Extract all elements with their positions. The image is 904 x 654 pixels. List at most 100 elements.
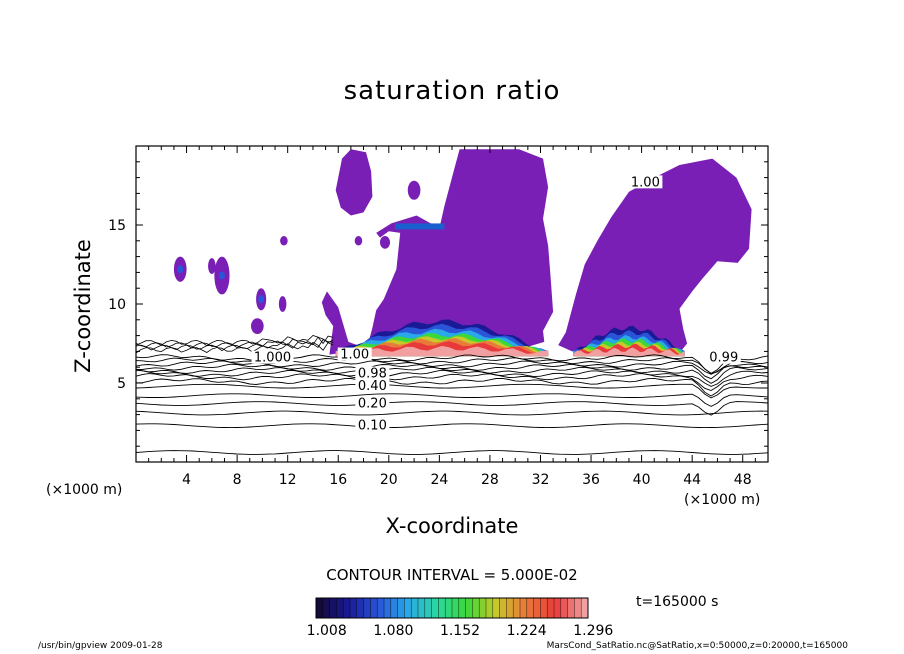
colorbar-segment [547,598,555,618]
colorbar-tick-label: 1.224 [507,623,547,639]
colorbar-tick-label: 1.152 [440,623,480,639]
colorbar-segment [316,598,324,618]
supersaturated-patch [407,180,421,200]
colorbar-segment [567,598,575,618]
contour-line [135,360,769,375]
colorbar-segment [574,598,582,618]
colorbar-segment [533,598,541,618]
contour-line [135,450,769,455]
contour-label: 1.00 [631,175,660,190]
colorbar-segment [492,598,501,618]
colorbar-segment [506,598,514,618]
footer-left: /usr/bin/gpview 2009-01-28 [38,641,163,651]
x-tick-label: 16 [329,472,347,488]
colorbar-frame [315,597,589,619]
colorbar-tick-label: 1.008 [307,623,347,639]
contour-label: 1.000 [254,351,291,366]
colorbar-segment [384,598,392,618]
colorbar-segment [404,598,412,618]
x-tick-label: 8 [233,472,242,488]
contour-label: 0.20 [358,397,387,412]
colorbar-segment [540,598,548,618]
contour-label: 0.98 [358,367,387,382]
x-axis-unit: (×1000 m) [684,492,761,508]
x-tick-label: 36 [582,472,600,488]
colorbar-segment [336,598,344,618]
colorbar-segment [431,598,439,618]
contour-line [135,335,334,347]
contour-line [135,401,769,416]
contour-label-bg [355,396,390,410]
colorbar-segment [486,598,494,618]
contour-label: 0.40 [358,379,387,394]
contour-line [135,423,769,429]
contour-line [135,341,334,354]
contour-label: 0.10 [358,419,387,434]
contour-label-bg [706,350,741,364]
colorbar-segment [479,598,487,618]
colorbar-segment [390,598,399,618]
y-tick-label: 10 [108,297,126,313]
y-tick-label: 15 [108,218,126,234]
contour-line [135,377,769,397]
x-tick-label: 4 [182,472,191,488]
contour-interval-label: CONTOUR INTERVAL = 5.000E-02 [326,566,578,584]
contour-line [135,357,769,374]
contour-line [135,363,769,380]
supersaturated-patch-core [177,265,184,274]
contour-label-bg [355,418,390,432]
colorbar-segment [370,598,378,618]
supersaturated-patch [208,258,216,274]
footer-right: MarsCond_SatRatio.nc@SatRatio,x=0:50000,… [546,641,848,651]
colorbar-segment [452,598,460,618]
x-tick-label: 44 [683,472,701,488]
x-axis-label: X-coordinate [385,514,519,538]
y-axis-label: Z-coordinate [71,239,95,373]
colorbar-segment [458,598,467,618]
x-tick-label: 48 [734,472,752,488]
colorbar-segment [343,598,351,618]
contour-label-bg [355,366,390,380]
colorbar-segment [560,598,569,618]
x-tick-label: 20 [380,472,398,488]
contour-line [135,383,768,399]
x-tick-label: 32 [532,472,550,488]
colorbar-segment [322,598,331,618]
supersaturated-patch-core [258,295,265,304]
time-label: t=165000 s [636,594,719,610]
colorbar-segment [329,598,337,618]
contour-label-bg [251,350,294,364]
contour-line [135,354,769,374]
colorbar-segment [465,598,473,618]
supersaturated-patch-core [218,271,225,280]
colorbar: 1.008 1.080 1.152 1.224 1.296 [307,597,613,639]
colorbar-segment [581,598,589,618]
supersaturated-patch [280,236,288,246]
plot-contour-layer [135,335,769,455]
colorbar-segment [377,598,385,618]
colorbar-segment [472,598,480,618]
supersaturated-patch [354,236,363,246]
colorbar-segment [363,598,371,618]
contour-line [135,410,769,416]
contour-label-bg [355,379,390,393]
supersaturated-region-upper [335,149,373,216]
contour-label: 0.99 [709,351,738,366]
colorbar-segment [418,598,426,618]
supersaturated-region-central [321,149,554,355]
colorbar-segment [424,598,433,618]
colorbar-tick-label: 1.296 [573,623,613,639]
colorbar-segment [438,598,446,618]
colorbar-segment [554,598,562,618]
chart-title: saturation ratio [343,76,561,106]
subsaturated-gap [545,266,570,339]
contour-line [135,336,334,349]
colorbar-segment [350,598,358,618]
contour-line [135,366,769,384]
supersaturated-region-right [558,158,752,352]
colorbar-segment [397,598,405,618]
y-tick-label: 5 [117,376,126,392]
saturation-band [573,347,685,357]
contour-label-bg [337,347,372,361]
